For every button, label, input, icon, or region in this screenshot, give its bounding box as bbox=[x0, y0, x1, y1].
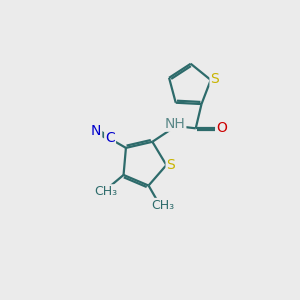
Text: C: C bbox=[105, 130, 115, 145]
Text: CH₃: CH₃ bbox=[152, 199, 175, 212]
Text: S: S bbox=[167, 158, 176, 172]
Text: CH₃: CH₃ bbox=[94, 185, 117, 198]
Text: N: N bbox=[91, 124, 101, 138]
Text: O: O bbox=[216, 121, 227, 135]
Text: S: S bbox=[211, 72, 219, 86]
Text: NH: NH bbox=[165, 117, 185, 131]
